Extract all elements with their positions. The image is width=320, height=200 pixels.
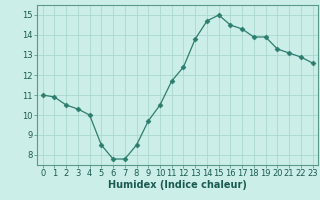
X-axis label: Humidex (Indice chaleur): Humidex (Indice chaleur) — [108, 180, 247, 190]
